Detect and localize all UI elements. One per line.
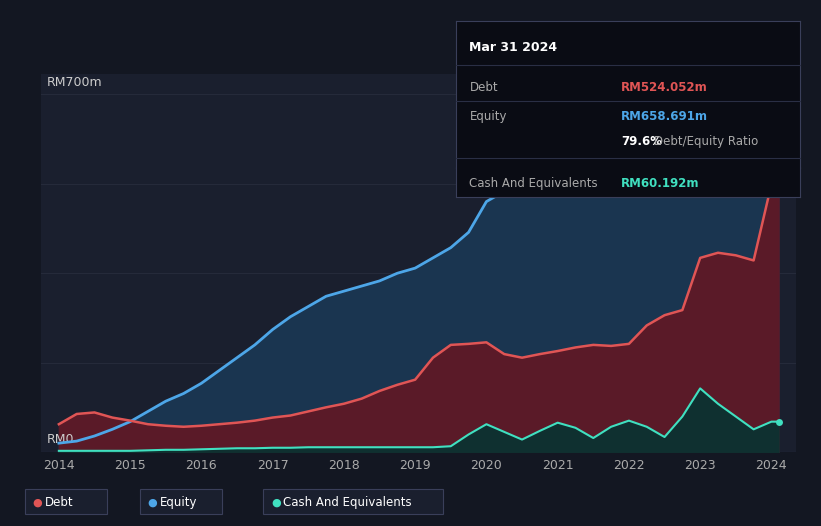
- Text: ●: ●: [33, 497, 43, 508]
- Text: Equity: Equity: [470, 110, 507, 123]
- Text: 79.6%: 79.6%: [621, 135, 663, 148]
- Text: RM524.052m: RM524.052m: [621, 81, 708, 94]
- Text: RM60.192m: RM60.192m: [621, 177, 699, 190]
- Text: Equity: Equity: [160, 496, 198, 509]
- Text: RM658.691m: RM658.691m: [621, 110, 709, 123]
- Text: Debt: Debt: [45, 496, 74, 509]
- Text: Debt/Equity Ratio: Debt/Equity Ratio: [654, 135, 759, 148]
- Text: Cash And Equivalents: Cash And Equivalents: [283, 496, 412, 509]
- Text: Debt: Debt: [470, 81, 498, 94]
- Text: RM700m: RM700m: [47, 76, 103, 89]
- Text: ●: ●: [271, 497, 281, 508]
- Text: Cash And Equivalents: Cash And Equivalents: [470, 177, 598, 190]
- Text: Mar 31 2024: Mar 31 2024: [470, 41, 557, 54]
- Text: RM0: RM0: [47, 433, 74, 446]
- Text: ●: ●: [148, 497, 158, 508]
